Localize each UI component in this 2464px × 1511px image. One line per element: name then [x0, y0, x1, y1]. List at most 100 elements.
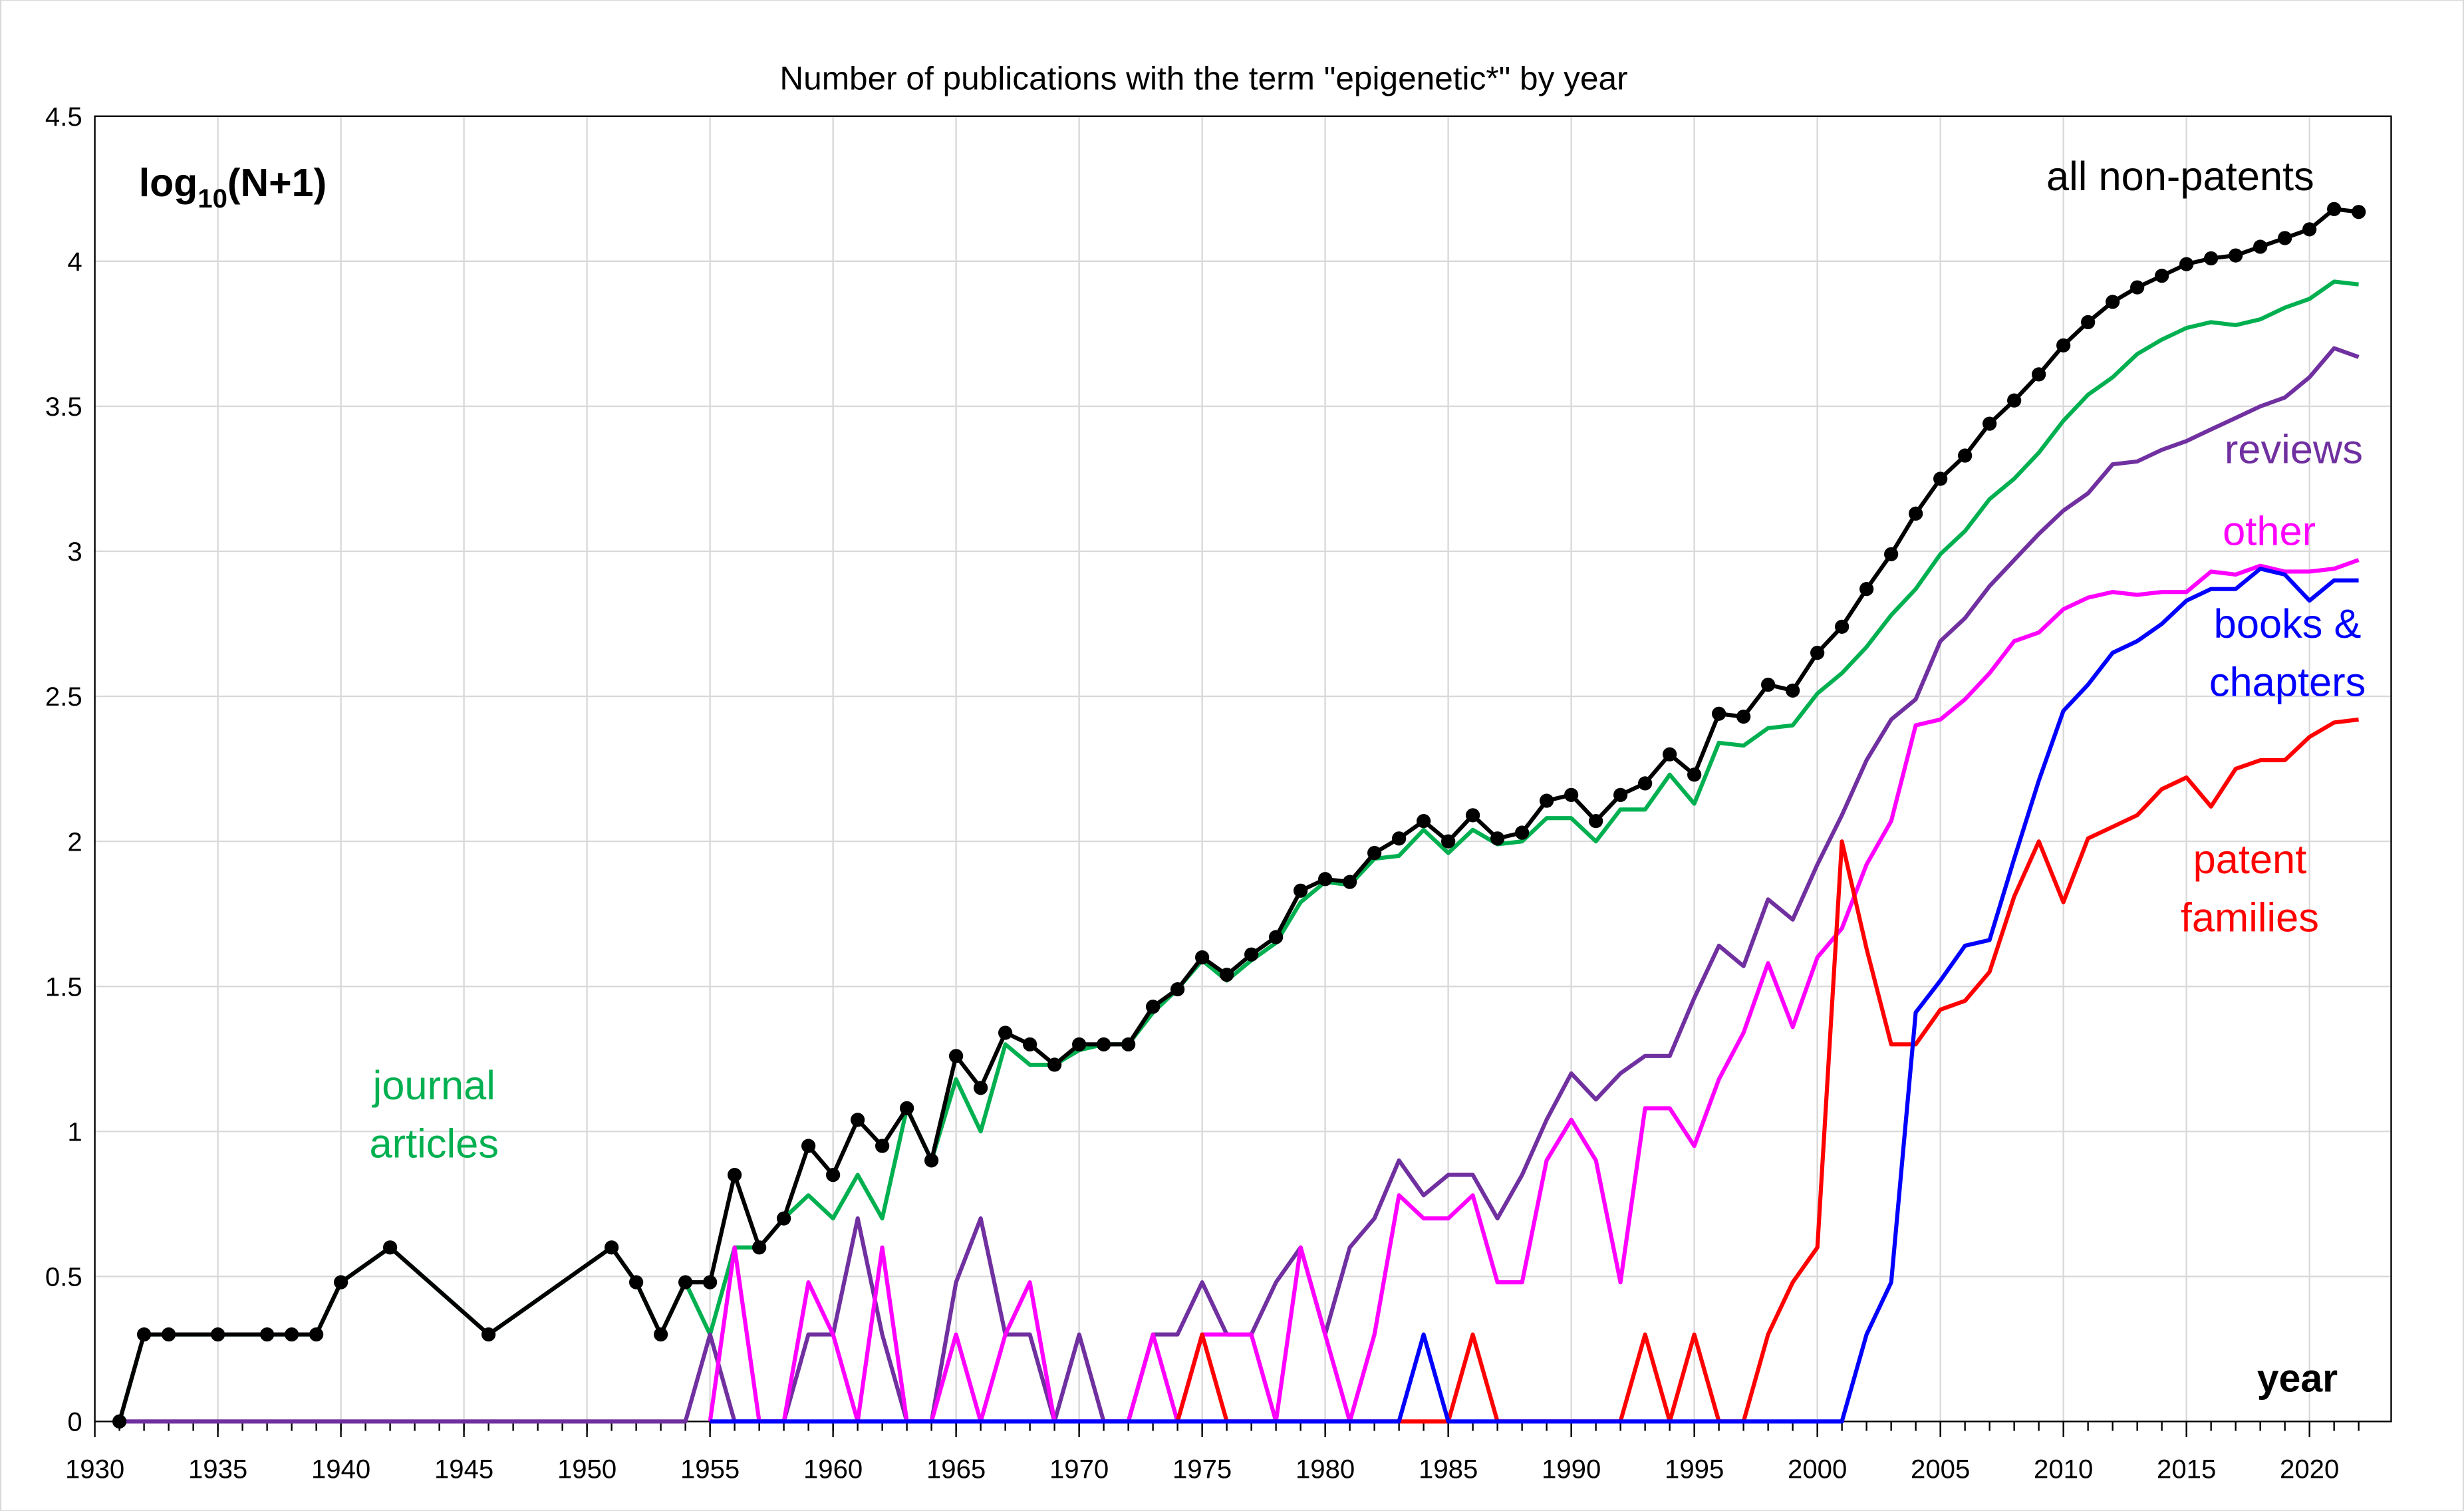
y-label-subscript: 10 [198, 184, 227, 213]
series-line-all-non-patents [117, 207, 2359, 1423]
series-labels: journal articles reviews other patent familie… [369, 154, 2366, 1167]
data-point-all-non-patents [1047, 1057, 1062, 1072]
series-label-patent-families: patent [2193, 837, 2307, 883]
data-point-all-non-patents [1145, 1000, 1161, 1014]
data-point-all-non-patents [1244, 947, 1259, 962]
data-point-all-non-patents [2179, 257, 2194, 271]
data-point-all-non-patents [727, 1168, 742, 1182]
y-tick-label: 0 [67, 1407, 82, 1437]
data-point-all-non-patents [1933, 472, 1948, 486]
data-point-all-non-patents [2229, 248, 2243, 263]
data-point-all-non-patents [1761, 677, 1776, 692]
data-point-all-non-patents [702, 1275, 718, 1290]
data-point-all-non-patents [875, 1139, 890, 1153]
series-label-reviews: reviews [2225, 427, 2363, 473]
data-point-all-non-patents [284, 1327, 299, 1342]
data-point-all-non-patents [2106, 295, 2120, 309]
x-tick-label: 1970 [1049, 1454, 1109, 1484]
y-label-log: log [139, 161, 198, 205]
data-point-all-non-patents [801, 1139, 816, 1153]
data-point-all-non-patents [1884, 547, 1899, 561]
data-point-all-non-patents [1466, 808, 1480, 823]
data-point-all-non-patents [161, 1327, 176, 1342]
data-point-all-non-patents [1564, 787, 1579, 802]
data-point-all-non-patents [382, 1240, 398, 1255]
data-point-all-non-patents [1983, 416, 1997, 431]
y-label-rest: (N+1) [227, 161, 327, 205]
data-point-all-non-patents [924, 1153, 939, 1168]
data-point-all-non-patents [1712, 706, 1726, 721]
data-point-all-non-patents [973, 1081, 988, 1095]
data-point-all-non-patents [1318, 872, 1333, 887]
data-point-all-non-patents [1071, 1037, 1087, 1052]
data-point-all-non-patents [1663, 747, 1677, 761]
series-line-books-chapters [710, 567, 2359, 1424]
x-tick-label: 2000 [1788, 1454, 1847, 1484]
data-point-all-non-patents [2155, 269, 2169, 283]
series-line-other [708, 558, 2360, 1424]
data-point-all-non-patents [2327, 202, 2342, 216]
y-tick-label: 1.5 [45, 972, 82, 1002]
x-tick-label: 1965 [926, 1454, 986, 1484]
y-tick-label: 3 [67, 537, 82, 567]
data-point-all-non-patents [2081, 315, 2096, 330]
series-label-other: other [2223, 509, 2316, 555]
data-point-all-non-patents [604, 1240, 619, 1255]
y-tick-label: 0.5 [45, 1262, 82, 1292]
data-point-all-non-patents [776, 1211, 791, 1226]
data-point-all-non-patents [1786, 683, 1800, 698]
data-point-all-non-patents [1294, 883, 1308, 898]
data-point-all-non-patents [112, 1414, 127, 1429]
data-point-all-non-patents [899, 1101, 914, 1115]
data-point-all-non-patents [1958, 448, 1973, 463]
gridlines [94, 115, 2392, 1422]
x-tick-label: 1940 [311, 1454, 370, 1484]
series-label-books-chapters: books & [2214, 601, 2362, 647]
data-point-all-non-patents [2032, 367, 2046, 382]
x-axis-label: year [2257, 1357, 2338, 1401]
data-point-all-non-patents [210, 1327, 225, 1342]
data-point-all-non-patents [309, 1327, 324, 1342]
axis-ticks: 0 0.5 1 1.5 2 2.5 3 3.5 4 4.5 1930 1935 1940 1945 1950… [45, 102, 2360, 1484]
data-point-all-non-patents [1367, 845, 1382, 861]
data-point-all-non-patents [1096, 1037, 1111, 1052]
data-point-all-non-patents [1490, 831, 1505, 846]
data-point-all-non-patents [1441, 834, 1456, 849]
data-point-all-non-patents [1540, 793, 1554, 808]
data-point-all-non-patents [1638, 776, 1653, 791]
data-point-all-non-patents [1613, 787, 1628, 802]
data-point-all-non-patents [481, 1327, 496, 1342]
y-tick-label: 4 [67, 247, 82, 277]
data-point-all-non-patents [1022, 1037, 1037, 1052]
data-point-all-non-patents [628, 1275, 644, 1290]
data-point-all-non-patents [1909, 506, 1923, 521]
x-tick-label: 2005 [1911, 1454, 1970, 1484]
data-point-all-non-patents [1417, 813, 1431, 829]
data-point-all-non-patents [850, 1113, 865, 1127]
x-tick-label: 1975 [1172, 1454, 1232, 1484]
data-point-all-non-patents [1736, 709, 1751, 724]
data-point-all-non-patents [2056, 338, 2071, 352]
x-tick-label: 1995 [1665, 1454, 1724, 1484]
data-point-all-non-patents [2130, 280, 2145, 295]
y-tick-label: 2.5 [45, 682, 82, 712]
series-line-journal-articles [117, 279, 2359, 1423]
x-tick-label: 1945 [434, 1454, 493, 1484]
series-label-journal-articles: journal [372, 1063, 495, 1109]
data-point-all-non-patents [1194, 950, 1210, 965]
x-tick-label: 1960 [803, 1454, 863, 1484]
data-point-all-non-patents [2352, 205, 2366, 219]
data-point-all-non-patents [1269, 930, 1284, 944]
data-point-all-non-patents [1687, 767, 1702, 782]
x-tick-label: 1950 [557, 1454, 616, 1484]
series-label-all-non-patents: all non-patents [2046, 154, 2314, 200]
data-point-all-non-patents [948, 1049, 964, 1063]
data-point-all-non-patents [1859, 582, 1874, 597]
y-axis-label: log10(N+1) [139, 161, 327, 213]
y-tick-label: 2 [67, 827, 82, 857]
data-point-all-non-patents [1392, 831, 1407, 846]
data-point-all-non-patents [136, 1327, 152, 1342]
data-point-all-non-patents [678, 1275, 693, 1290]
series-label-books-chapters: chapters [2209, 659, 2366, 705]
